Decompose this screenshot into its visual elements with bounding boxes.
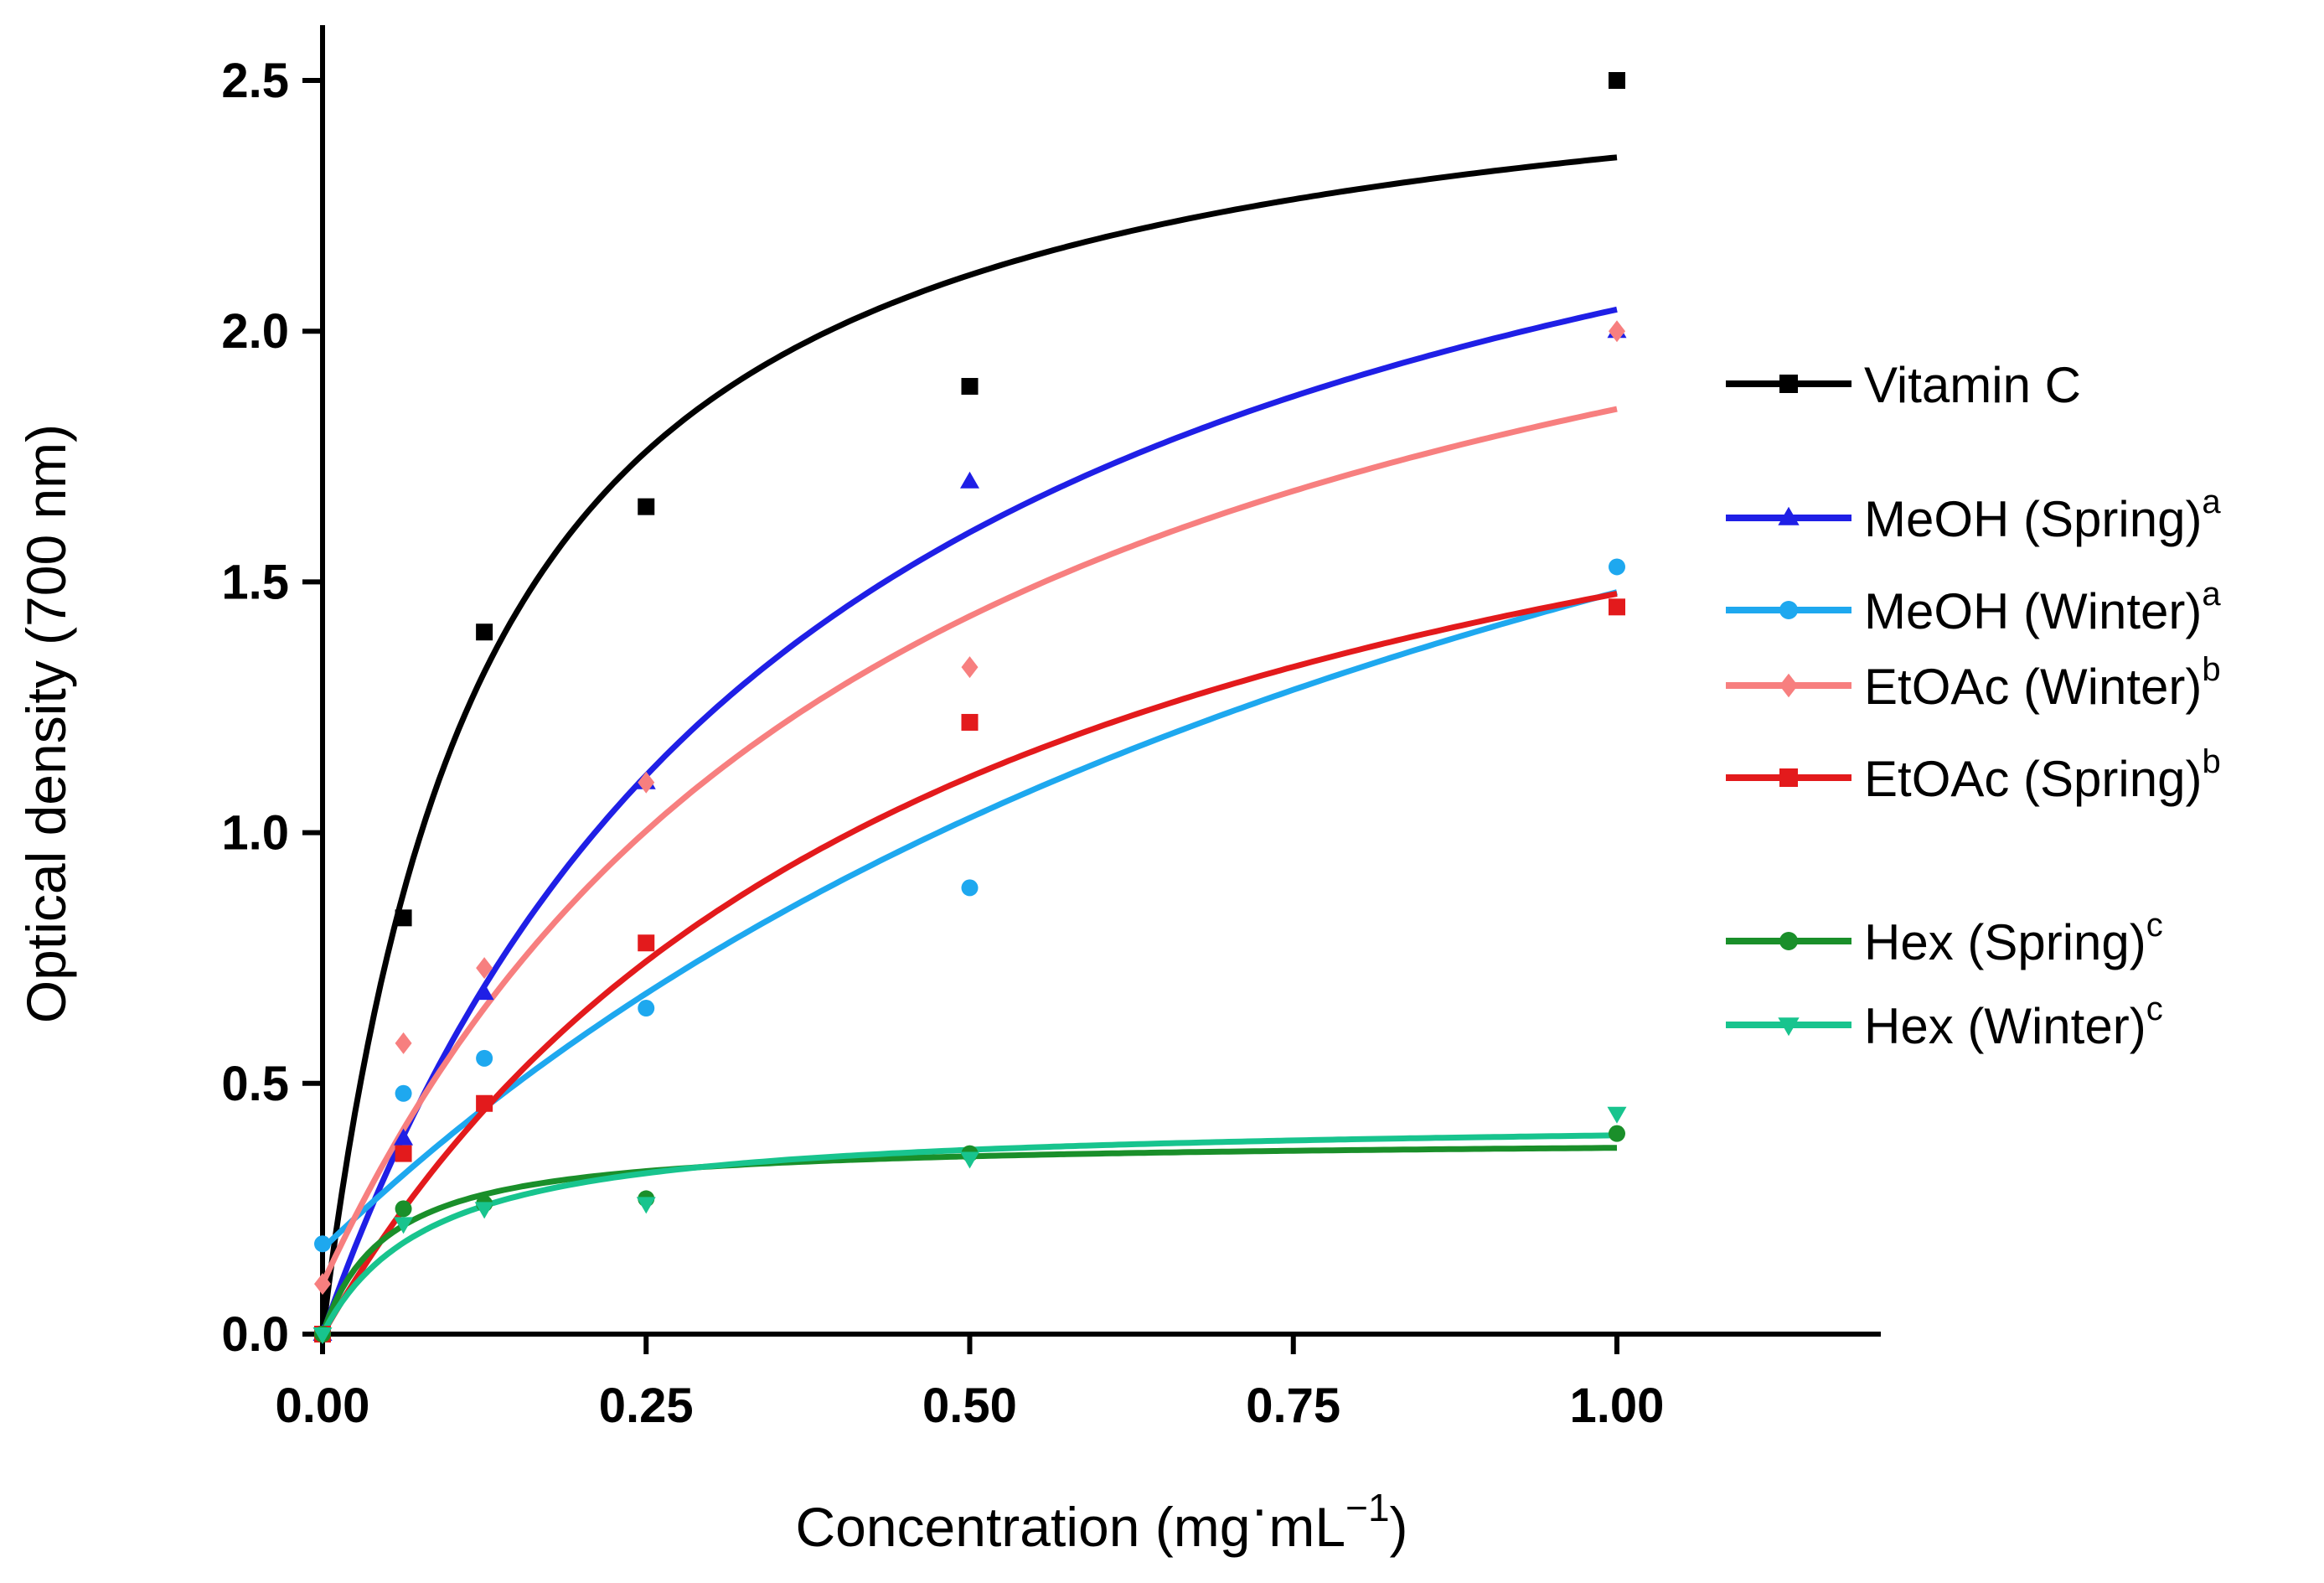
legend-label-4: EtOAc (Spring)b: [1864, 743, 2221, 807]
data-point-series-6: [960, 1151, 979, 1169]
x-axis-title-part: −1: [1345, 1486, 1389, 1529]
data-point-series-2: [476, 1049, 493, 1067]
legend-name: MeOH (Winter): [1864, 583, 2202, 639]
data-point-series-0: [476, 623, 493, 641]
legend-label-6: Hex (Winter)c: [1864, 991, 2163, 1054]
legend-label-2: MeOH (Winter)a: [1864, 576, 2221, 639]
legend-name: EtOAc (Winter): [1864, 659, 2202, 715]
fit-line-series-0: [319, 154, 1618, 1335]
data-point-series-4: [476, 1094, 493, 1112]
data-point-series-1: [960, 471, 979, 489]
data-point-series-2: [314, 1235, 331, 1253]
y-tick-label: 1.0: [221, 806, 289, 861]
x-tick-label: 0.25: [599, 1379, 694, 1433]
fit-lines: [319, 154, 1618, 1336]
data-point-series-4: [395, 1145, 412, 1162]
data-point-series-3: [961, 656, 979, 679]
legend-marker-4: [1779, 768, 1798, 787]
data-point-series-5: [395, 1200, 412, 1218]
data-point-series-6: [394, 1217, 414, 1234]
data-markers: [312, 72, 1627, 1344]
legend-superscript: a: [2202, 484, 2221, 520]
data-point-series-3: [395, 1032, 412, 1054]
legend-marker-1: [1778, 506, 1800, 525]
data-point-series-6: [474, 1202, 494, 1219]
data-point-series-2: [638, 1000, 655, 1017]
y-tick-label: 0.0: [221, 1307, 289, 1362]
data-point-series-3: [476, 957, 493, 980]
legend-name: EtOAc (Spring): [1864, 751, 2202, 807]
fit-line-series-3: [319, 406, 1618, 1286]
fit-line-series-5: [319, 1145, 1618, 1336]
legend-label-3: EtOAc (Winter)b: [1864, 651, 2221, 715]
y-tick-label: 2.5: [221, 54, 289, 108]
legend-superscript: b: [2202, 743, 2220, 780]
x-tick-label: 0.50: [922, 1379, 1017, 1433]
data-point-series-4: [961, 713, 979, 731]
legend-label-1: MeOH (Spring)a: [1864, 484, 2221, 547]
x-tick-label: 1.00: [1570, 1379, 1665, 1433]
legend-marker-6: [1778, 1017, 1800, 1037]
x-tick-label: 0.75: [1246, 1379, 1340, 1433]
data-point-series-3: [1609, 320, 1625, 343]
axes: 0.00 0.25 0.50 0.75 1.00 0.0 0.5 1.0 1.5 2.0 2.5 Op…: [15, 25, 1881, 1558]
fit-line-series-4: [319, 591, 1618, 1336]
data-point-series-1: [474, 983, 494, 1001]
x-tick-label: 0.00: [276, 1379, 370, 1433]
data-point-series-2: [961, 879, 979, 897]
y-tick-label: 2.0: [221, 304, 289, 359]
legend-marker-2: [1779, 601, 1798, 619]
legend-name: Hex (Winter): [1864, 998, 2146, 1054]
legend-superscript: c: [2146, 907, 2163, 944]
data-point-series-0: [395, 909, 412, 927]
data-point-series-1: [394, 1128, 414, 1146]
legend-name: Vitamin C: [1864, 357, 2081, 413]
data-point-series-0: [961, 378, 979, 396]
data-point-series-2: [395, 1084, 412, 1102]
y-tick-label: 1.5: [221, 555, 289, 609]
data-point-series-4: [1609, 598, 1625, 616]
legend-marker-3: [1779, 673, 1798, 698]
x-axis-title-part: mL: [1268, 1496, 1345, 1558]
legend-superscript: c: [2146, 991, 2163, 1027]
legend-label-5: Hex (Spring)c: [1864, 907, 2163, 970]
legend-name: Hex (Spring): [1864, 914, 2146, 970]
y-tick-label: 0.5: [221, 1057, 289, 1111]
data-point-series-0: [1609, 72, 1625, 89]
legend-marker-5: [1779, 932, 1798, 950]
x-axis-title-part: ): [1390, 1496, 1408, 1558]
data-point-series-2: [1609, 558, 1625, 576]
legend-name: MeOH (Spring): [1864, 491, 2202, 547]
data-point-series-6: [1607, 1106, 1627, 1124]
x-axis-title: Concentration (mg·mL−1): [795, 1477, 1407, 1558]
data-point-series-4: [638, 934, 655, 952]
legend-marker-0: [1779, 375, 1798, 393]
data-point-series-5: [1609, 1125, 1625, 1142]
x-axis-title-part: Concentration (mg: [795, 1496, 1250, 1558]
data-point-series-6: [312, 1327, 333, 1344]
legend-superscript: a: [2202, 576, 2221, 613]
legend-label-0: Vitamin C: [1864, 357, 2081, 413]
y-axis-title: Optical density (700 nm): [15, 424, 77, 1023]
data-point-series-3: [314, 1273, 331, 1296]
data-point-series-0: [638, 498, 655, 515]
fit-line-series-2: [320, 589, 1618, 1251]
data-point-series-3: [638, 771, 655, 794]
x-axis-title-part: ·: [1250, 1477, 1268, 1539]
legend-superscript: b: [2202, 651, 2220, 688]
fit-line-series-1: [319, 306, 1618, 1336]
data-point-series-6: [636, 1197, 656, 1214]
